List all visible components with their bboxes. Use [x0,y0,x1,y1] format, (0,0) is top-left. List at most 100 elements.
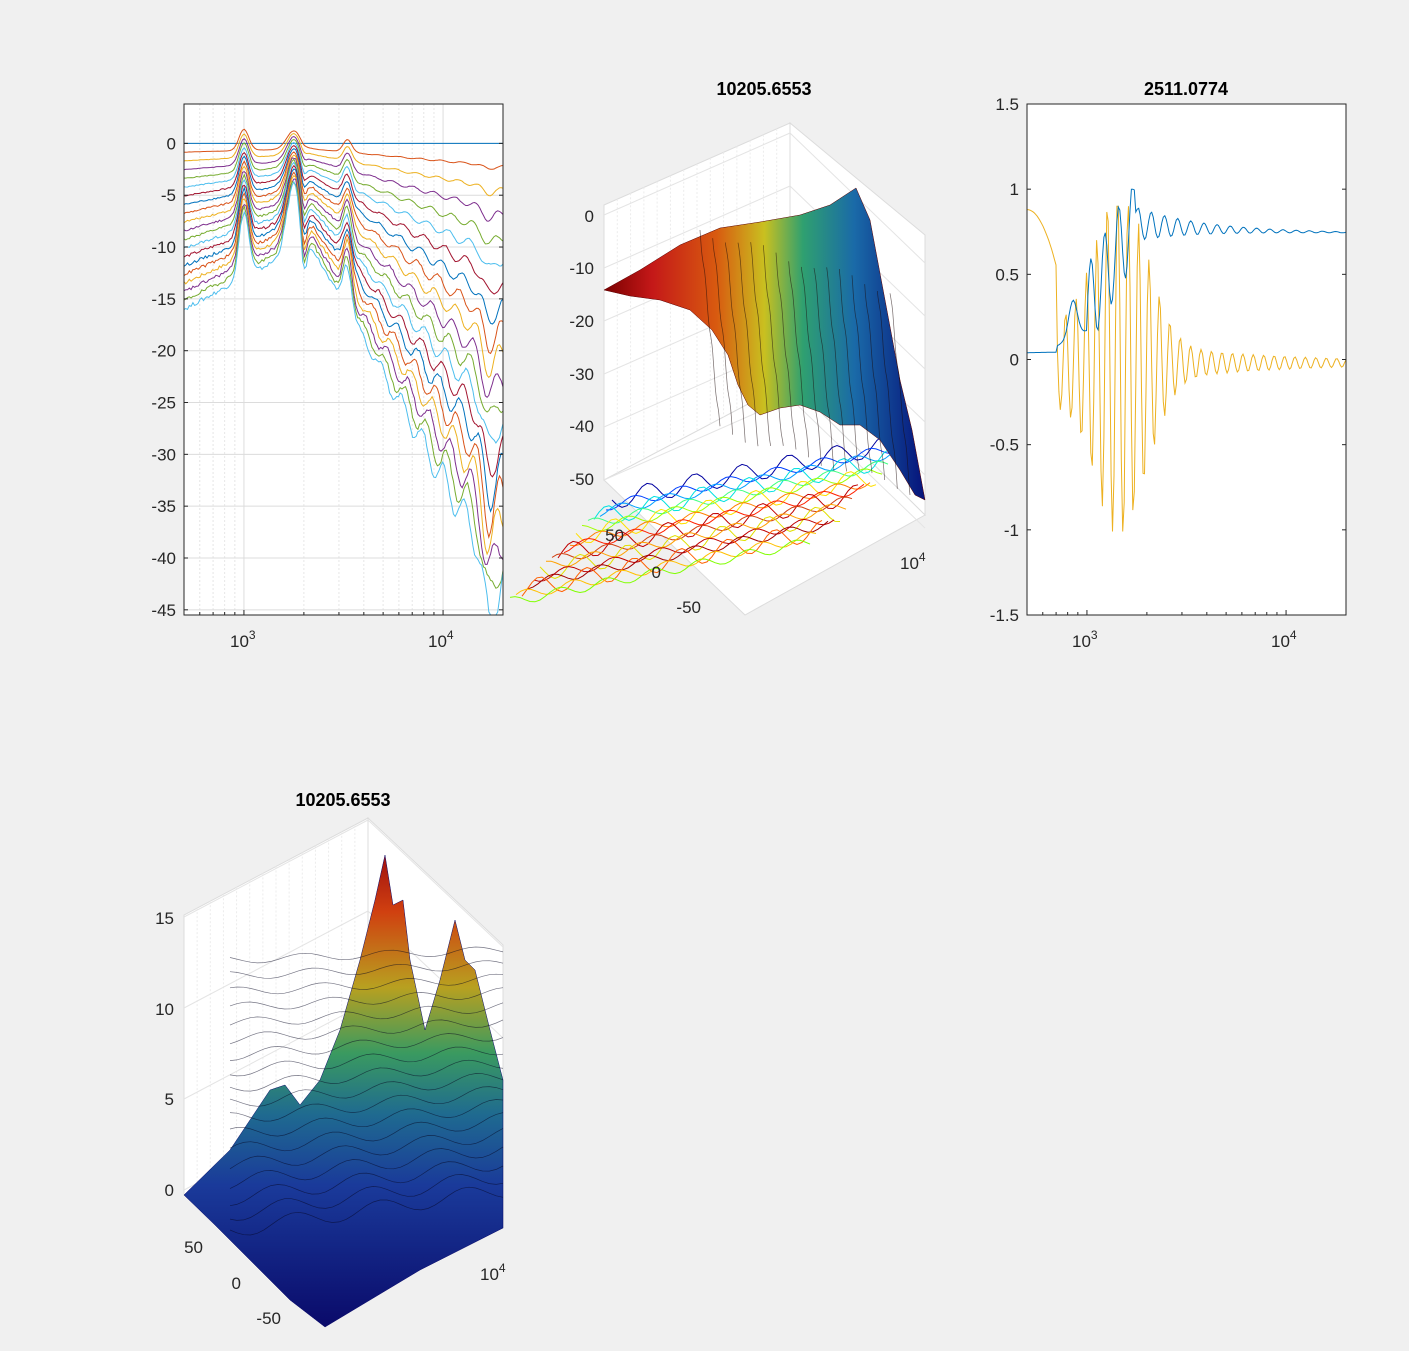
plot2-floor [603,381,926,616]
plot4-ztick-15: 15 [155,909,174,928]
plot4-mesh-line [229,1086,504,1122]
plot3-x-tick-labels: 103 104 [1072,628,1297,651]
plot1-series-line [183,161,504,444]
plot3-series-yellow [1026,205,1347,532]
plot3: 2511.0774 1.5 1 0.5 0 -0.5 -1 -1.5 103 104 [990,79,1347,651]
plot2-wall-hgrid [603,132,791,216]
plot3-ytick-label: -0.5 [990,436,1019,455]
plot2-contour-line [569,482,871,547]
plot1-series-line [183,151,504,355]
plot2-contour-line [546,503,847,567]
plot2-ytick-neg50: -50 [676,598,701,617]
plot4-xtick-1e4: 104 [480,1261,506,1284]
plot2-ztick-neg30: -30 [569,365,594,384]
plot4-wall-hgrid-right [367,819,504,948]
plot4-mesh-line [229,1019,504,1045]
plot4-mesh-line [229,1059,504,1092]
plot3-ytick-label: 1 [1010,180,1019,199]
plot3-y-tick-labels: 1.5 1 0.5 0 -0.5 -1 -1.5 [990,95,1019,625]
plot4-mesh-line [229,1128,504,1170]
plot4-ztick-10: 10 [155,1000,174,1019]
plot2-mesh-line [851,275,873,474]
plot1-ytick-label: -15 [151,290,176,309]
plot1-ytick-label: -45 [151,601,176,620]
plot2-contour-line [611,435,913,508]
plot2-wall-hgrid [603,185,791,269]
plot4-mesh-line [229,1186,504,1236]
plot2-xtick-1e4: 104 [900,550,926,573]
plot2-ztick-0: 0 [585,207,594,226]
plot2-mesh-line [889,293,911,496]
plot1-series-line [183,157,504,398]
plot4-mesh-line [229,973,504,995]
plot2-z-tick-labels: 0 -10 -20 -30 -40 -50 [569,207,594,489]
plot4-ytick-0: 0 [232,1274,241,1293]
plot1-series-line [183,174,504,556]
plot3-series [1026,188,1347,532]
plot1-series-line [183,138,504,245]
plot2-contour-line [551,496,853,560]
plot2-title: 10205.6553 [716,79,811,99]
plot2-ztick-neg50: -50 [569,470,594,489]
plot4-mesh-line [229,1073,504,1107]
plot2-mesh-line [775,252,797,450]
plot4-mesh-line [229,1161,504,1207]
plot2-contour-line [533,518,835,582]
plot3-axes-background [1027,104,1346,615]
plot1-ytick-label: -40 [151,549,176,568]
plot3-series-blue [1027,188,1347,354]
plot1-y-tick-labels: 0 -5 -10 -15 -20 -25 -30 -35 -40 -45 [151,134,176,619]
plot1-series-line [183,148,504,325]
plot2-contour-line [599,447,901,517]
plot1-series-line [183,168,504,513]
plot4-mesh-line [229,960,504,979]
plot2-contour-line [593,448,895,521]
plot4-wall-hgrid [183,819,369,918]
plot2-mesh-line [838,268,860,471]
plot2-mesh-line [788,261,810,458]
plot4-mesh-line [229,987,504,1010]
plot3-ticks [1026,103,1347,616]
plot4-mesh-line [229,1033,504,1061]
plot1-ytick-label: -5 [161,186,176,205]
plot2-ztick-neg40: -40 [569,417,594,436]
plot4-mesh-line [229,1174,504,1221]
plot3-title: 2511.0774 [1144,79,1228,99]
plot4-mesh-line [229,1146,504,1189]
plot2-mesh-line [737,242,759,447]
plot4-y-tick-labels: 50 0 -50 [184,1238,281,1328]
plot4-wall-hgrid [183,910,369,1009]
plot4-wall-hgrid [183,1001,369,1100]
plot1-series-line [183,178,504,565]
plot1-series-line [183,128,504,170]
plot4-ytick-50: 50 [184,1238,203,1257]
plot4-mesh-line [229,1112,504,1152]
plot1-ticks [183,142,504,615]
plot2: 10205.6553 0 -10 -20 -30 -40 -50 50 0 -5… [509,79,926,617]
plot2-mesh-line [813,268,835,471]
plot3-ytick-label: -1 [1004,521,1019,540]
plot2-ytick-0: 0 [652,563,661,582]
plot4-mesh-lines [229,946,504,1236]
plot2-mesh-line [724,242,746,443]
plot4-mesh-line [229,1046,504,1077]
plot2-mesh-line [762,245,784,446]
plot2-contour-line [587,460,889,524]
plot4-z-tick-labels: 15 10 5 0 [155,909,174,1200]
plot1-series [183,128,504,616]
plot2-y-tick-labels: 50 0 -50 [605,526,701,617]
plot1-x-tick-labels: 103 104 [230,628,454,651]
plot2-mesh-line [800,266,822,466]
plot2-contour-line [527,520,829,590]
plot4-mesh-line [229,1099,504,1137]
plot4-ytick-neg50: -50 [256,1309,281,1328]
plot2-mesh-line [750,242,772,447]
plot1-xtick-1e4: 104 [428,628,454,651]
plot4-title: 10205.6553 [295,790,390,810]
plot1-series-line [183,171,504,539]
plot1-ytick-label: -20 [151,342,176,361]
plot1-series-line [183,181,504,589]
plot2-contour-line [509,539,811,603]
plot1-series-line [183,180,504,616]
